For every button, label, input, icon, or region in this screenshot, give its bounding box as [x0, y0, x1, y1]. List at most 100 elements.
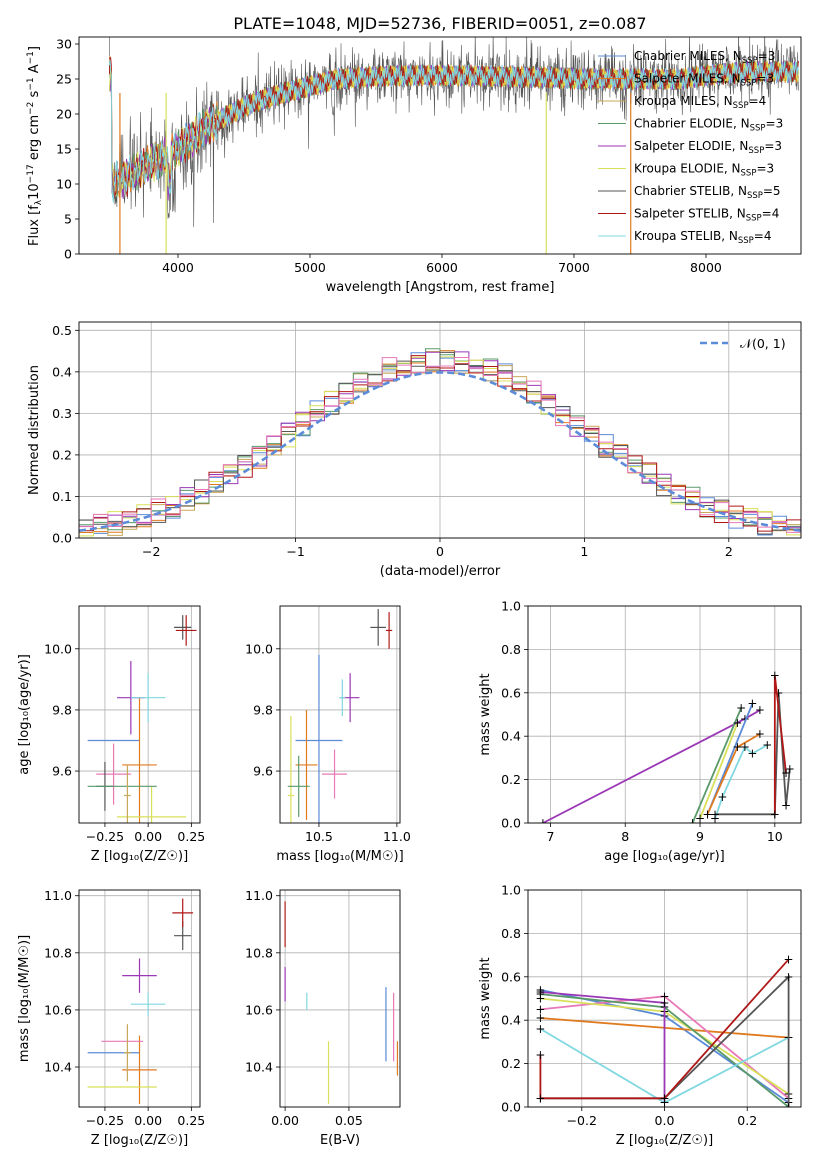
plot-area	[287, 609, 393, 823]
histogram-series	[79, 356, 801, 538]
y-tick-label: 0.3	[52, 406, 72, 421]
legend: Chabrier MILES, NSSP=3 Salpeter MILES, NS…	[598, 49, 783, 246]
y-axis-label: Normed distribution	[27, 365, 42, 495]
series-kroupa-stelib	[108, 59, 799, 203]
weight-series	[540, 991, 666, 1103]
x-tick-label: 6000	[426, 260, 458, 275]
weight-series	[539, 1028, 790, 1104]
weight-marker: +	[702, 807, 712, 821]
x-tick-label: −0.2	[567, 1113, 597, 1128]
panel-z_age: −0.25 0.00 0.25 9.6 9.8 10.0 Z [log₁₀(Z/Z☉)] ag…	[17, 605, 205, 864]
panel-age_weight: 7 8 9 100.00.20.40.60.81.0+++++++++++++++++…	[478, 599, 802, 864]
y-axis-label: mass weight	[478, 957, 493, 1039]
weight-marker: +	[740, 712, 750, 726]
panel-residuals: −2 −1 0 1 2 0.0 0.1 0.2 0.3 0.4 0.5 (data-model)/er…	[27, 321, 802, 579]
legend-val: =3	[758, 49, 776, 63]
weight-marker: +	[736, 701, 746, 715]
weight-marker: +	[659, 1091, 669, 1105]
legend-sub: SSP	[738, 236, 754, 246]
axes-frame	[527, 605, 802, 824]
x-tick-label: −2	[142, 544, 160, 559]
x-tick-label: 5000	[294, 260, 326, 275]
x-tick-label: 8000	[690, 260, 722, 275]
y-tick-label: 0.2	[501, 1056, 521, 1071]
legend-entry: Chabrier ELODIE, NSSP=3	[634, 117, 783, 134]
weight-marker: +	[538, 816, 548, 830]
axes-frame	[279, 889, 401, 1108]
y-tick-label: 9.8	[253, 702, 273, 717]
legend-entry: 𝒩(0, 1)	[740, 336, 786, 351]
axes-frame	[78, 889, 201, 1108]
legend-entry: Salpeter STELIB, NSSP=4	[634, 207, 779, 224]
plot-area	[79, 348, 801, 538]
y-tick-label: 10.6	[44, 1002, 72, 1017]
x-tick-label: −0.25	[86, 1113, 124, 1128]
x-tick-label: 2	[725, 544, 733, 559]
panel-mass_age: 10.5 11.0 9.6 9.8 10.0 mass [log₁₀(M/M☉)]	[245, 605, 411, 864]
weight-marker: +	[717, 790, 727, 804]
weight-marker: +	[762, 738, 772, 752]
legend-entry: Salpeter MILES, NSSP=3	[634, 72, 774, 89]
y-label-part: Flux [f	[27, 205, 42, 246]
y-tick-label: 0.0	[501, 816, 521, 831]
x-axis-label: wavelength [Angstrom, rest frame]	[326, 280, 555, 295]
x-tick-label: 0.00	[134, 829, 162, 844]
y-tick-label: 0.0	[501, 1100, 521, 1115]
y-label-part: ]	[27, 46, 42, 51]
weight-series	[691, 707, 742, 823]
y-tick-label: 9.6	[253, 764, 273, 779]
weight-marker: +	[770, 807, 780, 821]
normal-curve	[79, 370, 801, 532]
y-tick-label: 10.8	[44, 945, 72, 960]
panel-z_weight: −0.2 0.0 0.20.00.20.40.60.81.0++++++++++++…	[478, 883, 802, 1148]
weight-marker: +	[535, 1002, 545, 1016]
panel-z_mass: −0.25 0.00 0.25 10.4 10.6 10.8 11.0 Z [log₁₀(Z/…	[17, 888, 205, 1148]
legend-val: =4	[749, 94, 767, 108]
x-tick-label: 10	[767, 829, 783, 844]
weight-marker: +	[774, 686, 784, 700]
panel-ebv_mass: 0.00 0.05 10.4 10.6 10.8 11.0 E(B-V)	[245, 888, 401, 1148]
legend-entry: Chabrier MILES, NSSP=3	[634, 49, 775, 66]
y-tick-label: 0.2	[501, 772, 521, 787]
legend-entry: Chabrier STELIB, NSSP=5	[634, 184, 781, 201]
legend-val: =4	[754, 229, 772, 243]
weight-marker: +	[781, 766, 791, 780]
y-label-part: −1	[26, 51, 36, 64]
y-tick-label: 9.8	[52, 702, 72, 717]
legend-val: =3	[766, 117, 784, 131]
weight-marker: +	[755, 727, 765, 741]
y-tick-label: 30	[56, 37, 72, 52]
legend-val: =3	[756, 72, 774, 86]
weight-marker: +	[710, 807, 720, 821]
weight-marker: +	[732, 740, 742, 754]
legend-entry: Kroupa MILES, NSSP=4	[634, 94, 766, 111]
legend-val: =5	[763, 184, 781, 198]
axes-frame	[78, 321, 802, 539]
x-axis-label: Z [log₁₀(Z/Z☉)]	[91, 849, 188, 864]
y-axis-label: mass weight	[478, 673, 493, 755]
y-tick-label: 0.0	[52, 531, 72, 546]
y-tick-label: 10.0	[245, 641, 273, 656]
legend-sub: SSP	[746, 214, 762, 224]
legend-sub: SSP	[741, 79, 757, 89]
y-axis-label: age [log₁₀(age/yr)]	[17, 654, 32, 775]
y-label-part: s	[27, 90, 42, 101]
weight-marker: +	[535, 1022, 545, 1036]
x-tick-label: −1	[286, 544, 304, 559]
y-tick-label: 10.4	[245, 1060, 273, 1075]
y-tick-label: 10	[56, 177, 72, 192]
legend-val: =3	[756, 162, 774, 176]
legend-entry: Salpeter ELODIE, NSSP=3	[634, 139, 782, 156]
x-axis-label: E(B-V)	[320, 1133, 360, 1148]
legend-sub: SSP	[747, 191, 763, 201]
legend-entry: Kroupa ELODIE, NSSP=3	[634, 162, 774, 179]
weight-marker: +	[784, 1100, 794, 1114]
y-label-part: −2	[26, 102, 36, 115]
weight-series	[540, 995, 790, 1100]
y-tick-label: 10.4	[44, 1060, 72, 1075]
x-tick-label: 11.0	[383, 829, 411, 844]
weight-series	[714, 744, 768, 819]
weight-marker: +	[688, 816, 698, 830]
plot-area	[87, 898, 194, 1105]
x-tick-label: 7	[546, 829, 554, 844]
